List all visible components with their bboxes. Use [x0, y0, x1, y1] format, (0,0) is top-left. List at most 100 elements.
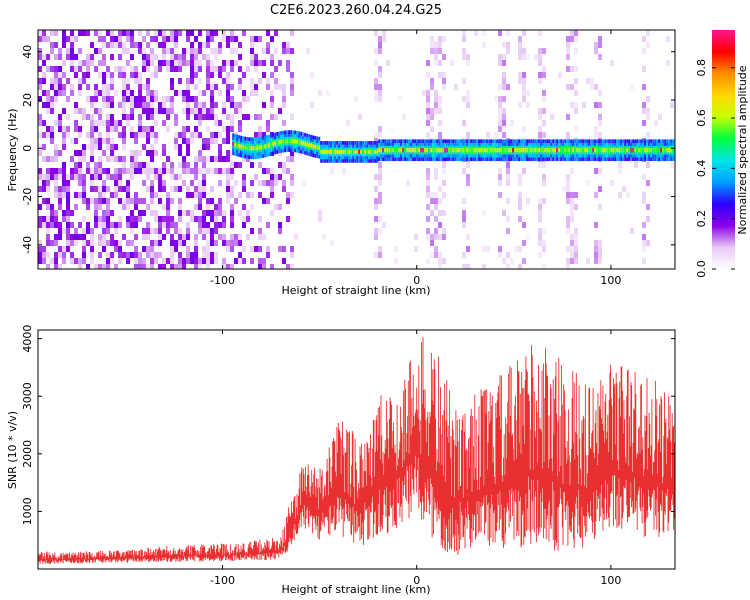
heatmap-cell	[566, 246, 570, 252]
heatmap-cell	[294, 234, 298, 240]
heatmap-cell	[38, 132, 42, 138]
heatmap-cell	[158, 174, 162, 180]
heatmap-cell	[266, 120, 270, 126]
heatmap-cell	[158, 66, 162, 72]
heatmap-cell	[242, 216, 246, 222]
heatmap-cell	[130, 90, 134, 96]
heatmap-cell	[82, 30, 86, 36]
heatmap-cell	[254, 36, 258, 42]
heatmap-cell	[146, 78, 150, 84]
heatmap-cell	[174, 264, 178, 269]
carrier-cell	[330, 149, 333, 155]
heatmap-cell	[58, 126, 62, 132]
carrier-cell	[446, 148, 449, 153]
heatmap-cell	[50, 240, 54, 246]
heatmap-cell	[74, 102, 78, 108]
carrier-cell	[360, 149, 363, 155]
heatmap-cell	[526, 234, 530, 240]
heatmap-cell	[430, 108, 434, 114]
heatmap-cell	[58, 120, 62, 126]
heatmap-cell	[194, 216, 198, 222]
heatmap-cell	[166, 114, 170, 120]
heatmap-cell	[50, 84, 54, 90]
heatmap-cell	[238, 258, 242, 264]
heatmap-cell	[102, 120, 106, 126]
carrier-cell	[344, 149, 347, 155]
heatmap-cell	[130, 222, 134, 228]
heatmap-cell	[518, 204, 522, 210]
heatmap-cell	[462, 252, 466, 258]
y-tick-label: 2000	[21, 440, 34, 468]
heatmap-cell	[266, 252, 270, 258]
heatmap-cell	[82, 192, 86, 198]
heatmap-cell	[46, 216, 50, 222]
heatmap-cell	[222, 126, 226, 132]
heatmap-cell	[430, 84, 434, 90]
heatmap-cell	[178, 228, 182, 234]
heatmap-cell	[134, 72, 138, 78]
heatmap-cell	[242, 174, 246, 180]
heatmap-cell	[210, 138, 214, 144]
heatmap-cell	[642, 48, 646, 54]
heatmap-cell	[166, 156, 170, 162]
heatmap-cell	[154, 30, 158, 36]
heatmap-cell	[198, 42, 202, 48]
heatmap-cell	[102, 186, 106, 192]
heatmap-cell	[122, 162, 126, 168]
heatmap-cell	[134, 246, 138, 252]
heatmap-cell	[150, 132, 154, 138]
heatmap-cell	[518, 192, 522, 198]
heatmap-cell	[518, 102, 522, 108]
x-tick-label: -100	[210, 274, 235, 287]
heatmap-cell	[230, 186, 234, 192]
heatmap-cell	[522, 90, 526, 96]
heatmap-cell	[46, 156, 50, 162]
heatmap-cell	[142, 180, 146, 186]
heatmap-cell	[494, 132, 498, 138]
heatmap-cell	[38, 222, 42, 228]
heatmap-cell	[118, 240, 122, 246]
heatmap-cell	[246, 210, 250, 216]
heatmap-cell	[110, 30, 114, 36]
heatmap-cell	[166, 192, 170, 198]
heatmap-cell	[234, 180, 238, 186]
heatmap-cell	[302, 180, 306, 186]
heatmap-cell	[178, 216, 182, 222]
heatmap-cell	[642, 246, 646, 252]
heatmap-cell	[466, 234, 470, 240]
heatmap-cell	[162, 234, 166, 240]
heatmap-cell	[146, 234, 150, 240]
heatmap-cell	[118, 42, 122, 48]
heatmap-cell	[58, 168, 62, 174]
heatmap-cell	[498, 30, 502, 36]
carrier-cell	[482, 148, 485, 153]
heatmap-cell	[42, 216, 46, 222]
heatmap-cell	[598, 186, 602, 192]
heatmap-cell	[58, 204, 62, 210]
heatmap-cell	[54, 54, 58, 60]
heatmap-cell	[394, 246, 398, 252]
heatmap-cell	[202, 102, 206, 108]
heatmap-cell	[106, 204, 110, 210]
heatmap-cell	[222, 102, 226, 108]
heatmap-cell	[86, 168, 90, 174]
heatmap-cell	[70, 60, 74, 66]
heatmap-cell	[142, 264, 146, 269]
carrier-cell	[364, 149, 367, 155]
heatmap-cell	[82, 252, 86, 258]
heatmap-cell	[186, 222, 190, 228]
heatmap-cell	[166, 222, 170, 228]
heatmap-cell	[130, 30, 134, 36]
heatmap-cell	[522, 240, 526, 246]
heatmap-cell	[518, 54, 522, 60]
heatmap-cell	[174, 186, 178, 192]
heatmap-cell	[214, 66, 218, 72]
heatmap-cell	[574, 228, 578, 234]
heatmap-cell	[154, 240, 158, 246]
heatmap-cell	[214, 120, 218, 126]
heatmap-cell	[174, 54, 178, 60]
colorbar: 0.00.20.40.60.8 Normalized spectral ampl…	[695, 30, 749, 278]
heatmap-cell	[122, 252, 126, 258]
heatmap-cell	[46, 168, 50, 174]
heatmap-cell	[426, 108, 430, 114]
